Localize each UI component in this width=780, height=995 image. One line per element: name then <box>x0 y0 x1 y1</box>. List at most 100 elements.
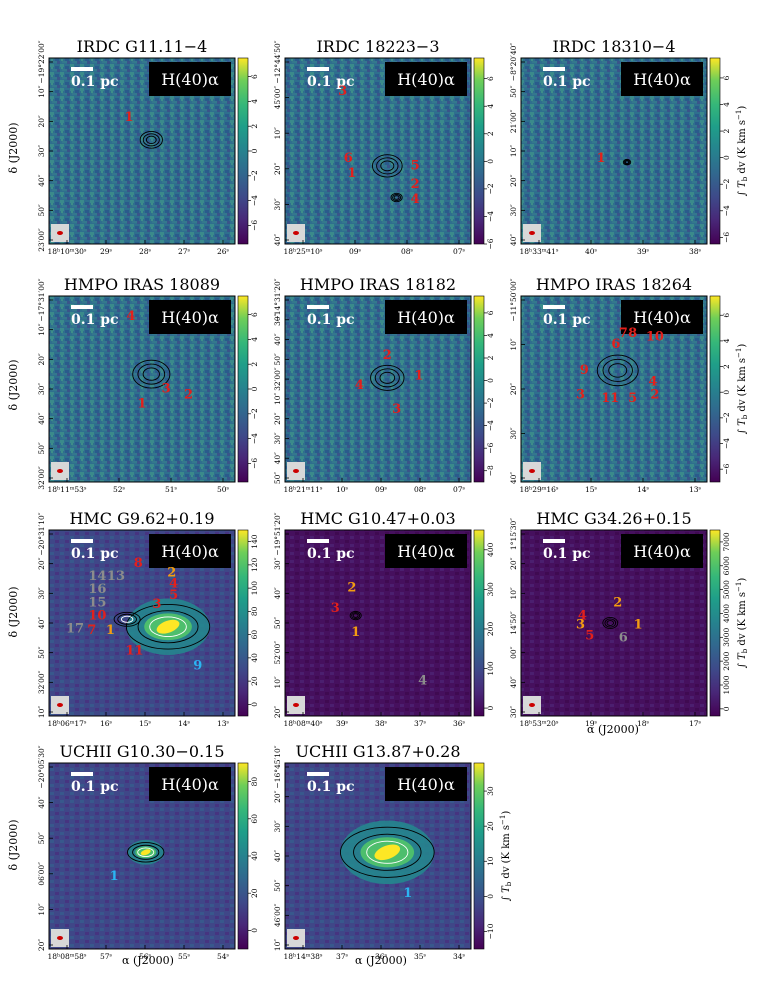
scalebar-label: 0.1 pc <box>71 546 119 562</box>
line-label: H(40)α <box>633 542 691 561</box>
contour <box>351 612 361 620</box>
beam-icon <box>529 231 535 235</box>
line-label-box <box>385 62 467 96</box>
panel-title: HMC G10.47+0.03 <box>300 509 455 528</box>
colorbar <box>709 295 721 483</box>
colorbar <box>473 295 485 483</box>
colorbar-tick-label: 6000 <box>722 556 731 575</box>
colorbar-tick-label: −6 <box>722 463 731 474</box>
y-tick-label: 40″ <box>273 234 282 247</box>
colorbar-tick-label: 200 <box>486 622 495 637</box>
contour <box>125 603 211 650</box>
panel-3: IRDC 18310−4 H(40)α 0.1 pc 1 −8°20′40″ 50″ 21′… <box>509 37 749 256</box>
scalebar-label: 0.1 pc <box>543 546 591 562</box>
y-tick-label: 10″ <box>273 939 282 952</box>
y-tick-label: 40″ <box>37 617 46 630</box>
y-tick-label: 40″ <box>273 452 282 465</box>
colorbar-tick-label: 4 <box>722 338 731 343</box>
y-tick-label: 40″ <box>273 850 282 863</box>
panel-10: UCHII G10.30−0.15 H(40)α 0.1 pc 1 −20°05′30″… <box>37 742 259 961</box>
x-tick-label: 18ʰ14ᵐ38ˢ <box>283 952 322 961</box>
colorbar-tick-label: 120 <box>250 557 259 572</box>
colorbar-tick-label: 60 <box>250 814 259 824</box>
contour <box>370 364 405 391</box>
source-label: 9 <box>193 659 202 674</box>
contour <box>602 616 619 630</box>
contour <box>602 358 633 382</box>
scalebar-label: 0.1 pc <box>543 312 591 328</box>
scalebar <box>543 539 565 543</box>
panel-title: HMPO IRAS 18182 <box>300 275 456 294</box>
source-label: 1 <box>347 166 356 181</box>
y-tick-label: −19°22′00″ <box>37 40 46 83</box>
x-tick-label: 18ʰ33ᵐ41ˢ <box>519 247 558 256</box>
y-tick-label: 10″ <box>273 676 282 689</box>
x-tick-label: 57ˢ <box>100 952 113 961</box>
contour <box>113 611 141 627</box>
source-label: 3 <box>576 387 585 402</box>
colorbar <box>237 529 249 717</box>
scalebar-label: 0.1 pc <box>71 312 119 328</box>
y-tick-label: 10″ <box>509 587 518 600</box>
colorbar-tick-label: 0 <box>486 705 495 710</box>
y-tick-label: 30″ <box>37 383 46 396</box>
y-tick-label: −12°44′50″ <box>273 40 282 83</box>
colorbar-tick-label: 2 <box>250 362 259 367</box>
colorbar-tick-label: 20 <box>250 676 259 686</box>
y-tick-label: 46′00″ <box>273 903 282 927</box>
contour <box>380 160 395 172</box>
colorbar-tick-label: 5000 <box>722 580 731 599</box>
colorbar-tick-label: −4 <box>722 438 731 449</box>
colorbar <box>709 57 721 245</box>
y-tick-label: 50″ <box>37 646 46 659</box>
line-label: H(40)α <box>161 542 219 561</box>
colorbar <box>473 529 485 717</box>
colorbar-tick-label: 4 <box>722 102 731 107</box>
x-tick-label: 18ʰ10ᵐ30ˢ <box>47 247 86 256</box>
x-tick-label: 18ˢ <box>637 719 650 728</box>
line-label-box <box>621 300 703 334</box>
source-label: 8 <box>134 556 143 571</box>
scalebar <box>543 67 565 71</box>
source-label: 4 <box>355 378 364 393</box>
colorbar-tick-label: 80 <box>250 777 259 787</box>
source-label: 1 <box>106 623 115 638</box>
colorbar-tick-label: −8 <box>486 465 495 476</box>
y-tick-label: 20″ <box>273 162 282 175</box>
source-label: 2 <box>184 387 193 402</box>
y-tick-label: 30″ <box>273 198 282 211</box>
colorbar-tick-label: −4 <box>250 433 259 444</box>
line-label-box <box>385 767 467 801</box>
source-label: 2 <box>411 177 420 192</box>
colorbar-tick-label: 4 <box>250 337 259 342</box>
source-label: 5 <box>411 159 420 174</box>
y-tick-label: 20″ <box>273 790 282 803</box>
line-label: H(40)α <box>633 70 691 89</box>
panel-title: IRDC G11.11−4 <box>77 37 208 56</box>
line-label: H(40)α <box>161 775 219 794</box>
colorbar-tick-label: −2 <box>250 408 259 419</box>
colorbar-tick-label: −2 <box>486 183 495 194</box>
y-tick-label: 30″ <box>273 432 282 445</box>
contour <box>137 363 166 385</box>
y-tick-label: 50″ <box>37 832 46 845</box>
y-tick-label: 50″ <box>37 442 46 455</box>
y-tick-label: 40″ <box>37 174 46 187</box>
contour <box>376 157 399 175</box>
y-tick-label: 10″ <box>273 393 282 406</box>
contour <box>624 160 630 164</box>
emission-core <box>156 619 180 634</box>
contour <box>132 844 160 860</box>
y-tick-label: 30″ <box>37 587 46 600</box>
x-tick-label: 34ˢ <box>453 952 466 961</box>
y-tick-label: 10″ <box>37 706 46 719</box>
source-label: 1 <box>596 151 605 166</box>
source-label: 14 <box>88 569 106 584</box>
colorbar-tick-label: 0 <box>250 148 259 153</box>
panel-title: HMC G9.62+0.19 <box>69 509 214 528</box>
contour <box>366 840 409 864</box>
colorbar-tick-label: 6 <box>722 313 731 318</box>
x-tick-label: 18ʰ21ᵐ11ˢ <box>283 485 322 494</box>
x-tick-label: 18ʰ25ᵐ10ˢ <box>283 247 322 256</box>
